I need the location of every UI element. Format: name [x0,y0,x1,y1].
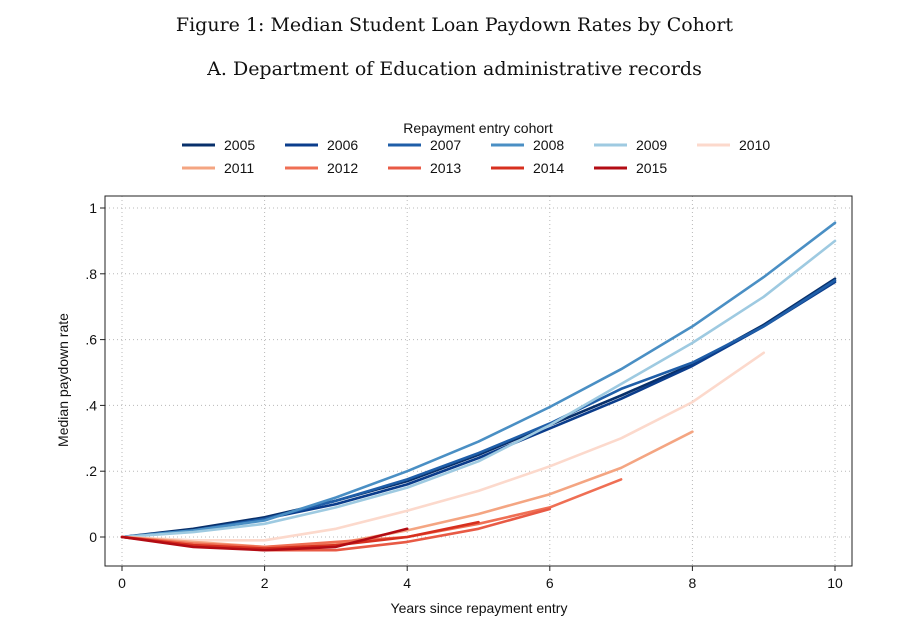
figure-title: Figure 1: Median Student Loan Paydown Ra… [175,14,734,36]
legend-label-2011: 2011 [224,160,254,176]
legend-label-2013: 2013 [430,160,461,176]
y-tick-label: .2 [85,463,97,479]
legend-label-2012: 2012 [327,160,358,176]
legend-label-2015: 2015 [636,160,667,176]
y-tick-label: .4 [85,397,97,413]
legend-label-2009: 2009 [636,137,667,153]
legend-label-2006: 2006 [327,137,358,153]
plot-frame [104,195,853,567]
y-tick-label: .6 [85,332,97,348]
x-tick-label: 2 [261,575,269,591]
legend-label-2014: 2014 [533,160,564,176]
x-tick-label: 0 [118,575,126,591]
legend-label-2005: 2005 [224,137,255,153]
x-tick-label: 6 [546,575,554,591]
y-tick-label: .8 [85,266,97,282]
y-axis-label: Median paydown rate [55,313,71,447]
y-tick-label: 0 [89,529,97,545]
series-line-2010 [120,351,766,542]
legend-title: Repayment entry cohort [403,120,553,136]
series-line-2012 [120,478,623,549]
series-line-2015 [120,527,409,552]
x-tick-label: 4 [403,575,411,591]
axes: 0 2 4 6 8 10 0 .2 .4 .6 .8 1 [85,195,853,591]
legend-label-2007: 2007 [430,137,461,153]
legend-label-2008: 2008 [533,137,564,153]
x-tick-label: 10 [827,575,843,591]
legend-label-2010: 2010 [739,137,770,153]
x-axis-label: Years since repayment entry [391,600,568,616]
y-tick-label: 1 [89,200,97,216]
figure-subtitle: A. Department of Education administrativ… [207,58,702,80]
series-lines [120,221,837,552]
grid-lines [105,196,852,566]
series-line-2009 [120,239,837,539]
legend: 2005 2006 2007 2008 2009 2010 2011 2012 2013 2014… [182,137,770,176]
x-tick-label: 8 [689,575,697,591]
series-line-2014 [120,520,480,550]
series-line-2005 [120,277,837,539]
series-line-2008 [120,221,837,539]
